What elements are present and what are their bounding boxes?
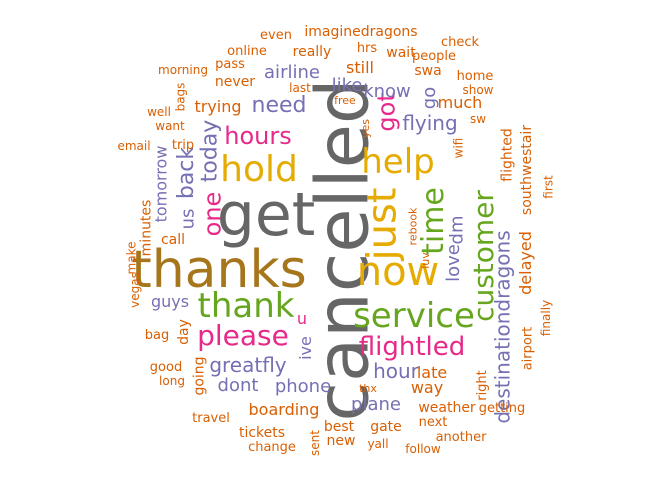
word-last: last (289, 81, 311, 95)
word-bag: bag (144, 327, 170, 343)
word-email: email (117, 139, 151, 153)
word-people: people (411, 48, 457, 64)
word-hour: hour (373, 359, 419, 383)
word-never: never (214, 74, 256, 90)
word-one: one (197, 191, 226, 237)
word-finally: finally (538, 299, 553, 337)
word-getting: getting (478, 400, 526, 416)
word-weather: weather (418, 400, 476, 416)
word-u: u (296, 309, 308, 328)
word-change: change (248, 439, 296, 455)
word-airport: airport (520, 326, 536, 370)
word-flighted: flighted (500, 128, 516, 182)
word-boarding: boarding (248, 400, 320, 419)
word-imaginedragons: imaginedragons (304, 24, 418, 40)
word-hours: hours (224, 122, 292, 150)
word-even: even (260, 27, 292, 43)
word-thanks: thanks (131, 240, 307, 300)
word-thx: thx (359, 381, 377, 395)
word-gate: gate (370, 419, 402, 435)
word-guys: guys (150, 292, 190, 311)
word-show: show (462, 83, 494, 97)
word-online: online (227, 43, 267, 59)
word-get: get (216, 180, 316, 250)
word-ive: ive (295, 336, 315, 360)
word-help: help (361, 142, 435, 182)
word-long: long (159, 374, 185, 388)
word-really: really (292, 44, 332, 60)
word-vegas: vegas (128, 272, 142, 308)
word-now: now (356, 249, 440, 295)
word-wait: wait (386, 45, 416, 61)
word-well: well (147, 105, 171, 119)
word-sent: sent (307, 430, 322, 456)
word-plane: plane (351, 394, 401, 415)
word-go: go (418, 86, 440, 110)
word-dont: dont (217, 375, 259, 396)
word-follow: follow (405, 442, 441, 456)
word-best: best (323, 419, 355, 435)
word-make: make (123, 241, 138, 275)
word-tickets: tickets (238, 425, 286, 441)
word-morning: morning (158, 63, 208, 77)
word-destinationdragons: destinationdragons (490, 230, 515, 424)
word-trip: trip (171, 137, 195, 153)
word-another: another (435, 429, 487, 445)
word-wifi: wifi (451, 137, 465, 159)
word-bags: bags (173, 82, 187, 112)
word-service: service (353, 296, 475, 336)
word-like: like (331, 75, 363, 96)
word-going: going (191, 356, 208, 396)
word-flightled: flightled (358, 332, 466, 362)
word-rebook: rebook (406, 207, 420, 245)
word-know: know (363, 81, 411, 102)
word-next: next (418, 414, 448, 430)
word-home: home (456, 68, 494, 84)
word-late: late (416, 363, 448, 382)
word-thank: thank (197, 286, 295, 326)
word-call: call (160, 232, 186, 248)
word-first: first (541, 175, 556, 199)
word-hold: hold (220, 149, 298, 190)
word-sw: sw (469, 112, 487, 126)
word-luv: luv (418, 251, 432, 269)
word-yall: yall (367, 437, 389, 451)
word-right: right (474, 369, 490, 401)
word-today: today (197, 119, 222, 183)
word-pass: pass (215, 56, 245, 72)
word-need: need (251, 93, 307, 118)
word-southwestair: southwestair (518, 124, 535, 216)
word-just: just (359, 187, 405, 261)
word-us: us (176, 208, 198, 230)
word-free: free (334, 93, 356, 107)
word-hrs: hrs (356, 40, 378, 56)
word-flying: flying (402, 111, 458, 135)
word-phone: phone (274, 376, 332, 397)
word-back: back (173, 146, 199, 200)
word-good: good (149, 359, 183, 375)
word-trying: trying (194, 97, 242, 116)
word-want: want (155, 119, 185, 133)
word-swa: swa (414, 63, 442, 79)
word-greatfly: greatfly (209, 353, 287, 377)
word-new: new (326, 433, 356, 449)
word-please: please (197, 319, 289, 352)
word-love: love (443, 244, 464, 282)
word-dm: dm (446, 215, 467, 245)
word-day: day (175, 319, 192, 345)
word-check: check (440, 34, 480, 50)
word-much: much (437, 93, 483, 112)
word-minutes: minutes (137, 199, 154, 257)
word-still: still (346, 58, 374, 77)
word-yes: yes (359, 118, 373, 138)
word-travel: travel (192, 410, 230, 426)
word-way: way (410, 378, 444, 397)
word-airline: airline (264, 62, 320, 83)
word-delayed: delayed (516, 231, 535, 295)
word-tomorrow: tomorrow (151, 145, 170, 223)
